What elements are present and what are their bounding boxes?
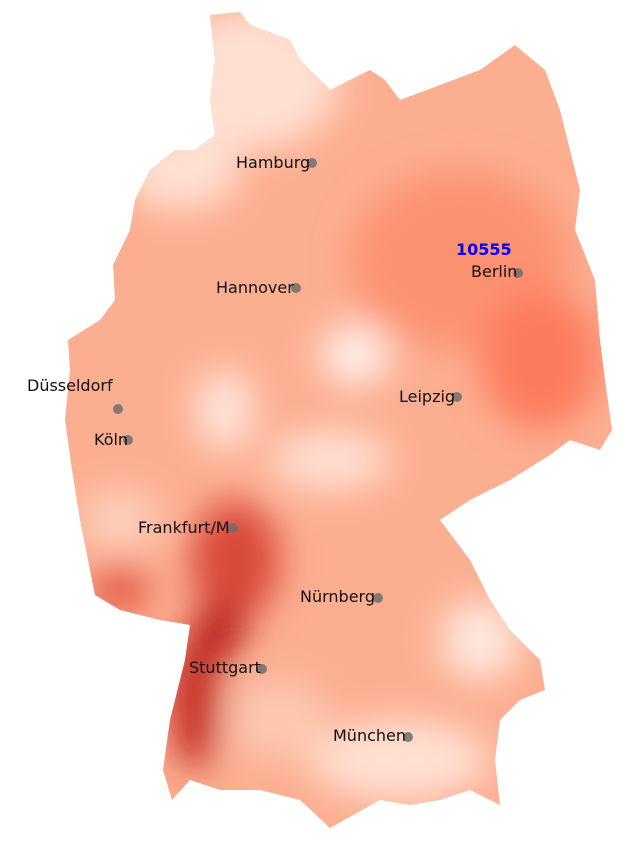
city-label-berlin: Berlin (471, 262, 518, 281)
city-dot-nuernberg (373, 593, 383, 603)
city-dot-duesseldorf (113, 404, 123, 414)
city-dot-stuttgart (257, 664, 267, 674)
city-label-hannover: Hannover (216, 278, 294, 297)
city-label-frankfurt: Frankfurt/M (138, 518, 230, 537)
city-dot-koeln (123, 435, 133, 445)
city-dot-frankfurt (228, 523, 238, 533)
city-label-koeln: Köln (94, 430, 129, 449)
city-dot-berlin (513, 268, 523, 278)
city-dot-hannover (291, 283, 301, 293)
city-label-hamburg: Hamburg (236, 153, 311, 172)
city-label-stuttgart: Stuttgart (189, 658, 261, 677)
city-label-muenchen: München (333, 726, 407, 745)
city-dot-muenchen (403, 732, 413, 742)
city-label-duesseldorf: Düsseldorf (27, 376, 113, 395)
highlight-label: 10555 (456, 240, 512, 259)
city-dot-hamburg (307, 158, 317, 168)
city-label-nuernberg: Nürnberg (300, 587, 375, 606)
city-label-leipzig: Leipzig (399, 387, 456, 406)
city-dot-leipzig (452, 392, 462, 402)
